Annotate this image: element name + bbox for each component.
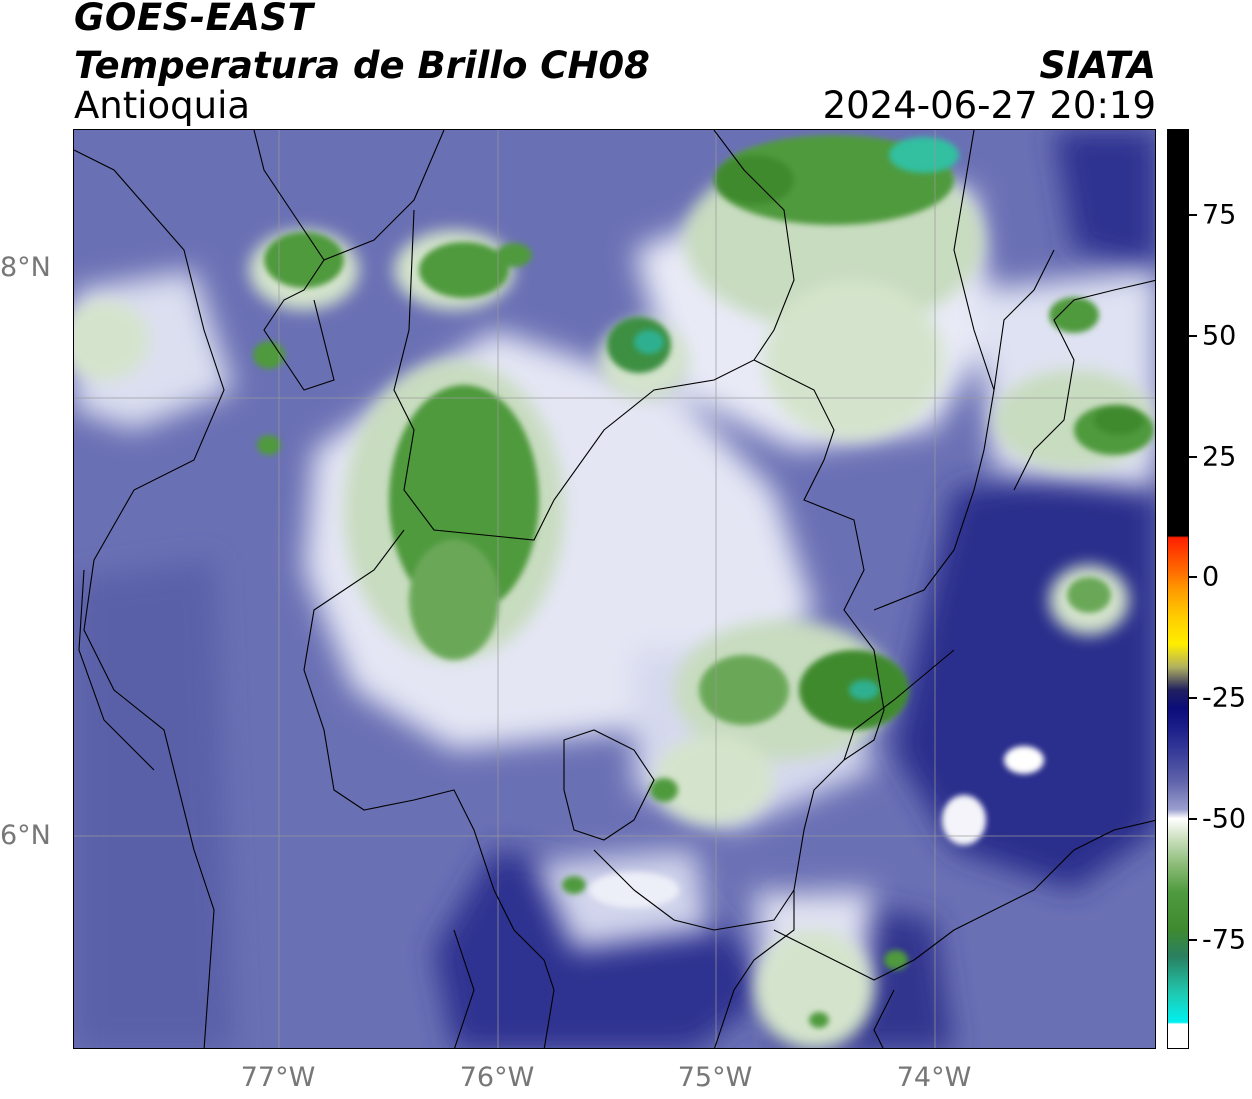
map-title: GOES-EAST bbox=[74, 0, 314, 39]
colorbar-label-neg75: -75 bbox=[1202, 924, 1247, 956]
small-region bbox=[563, 729, 655, 841]
colorbar-tick bbox=[1189, 939, 1197, 941]
lat-label-6n: 6°N bbox=[0, 820, 51, 851]
region-label: Antioquia bbox=[74, 84, 251, 127]
teal-cores bbox=[634, 137, 959, 700]
map-panel bbox=[73, 129, 1156, 1049]
organization-label: SIATA bbox=[1039, 44, 1156, 87]
gridlines bbox=[74, 130, 1155, 1048]
colorbar-tick bbox=[1189, 456, 1197, 458]
datetime-label: 2024-06-27 20:19 bbox=[822, 84, 1156, 127]
lon-label-74w: 74°W bbox=[896, 1062, 972, 1093]
boundaries bbox=[74, 130, 1155, 1048]
magdalena-border bbox=[953, 130, 995, 491]
lat-label-8n: 8°N bbox=[0, 252, 51, 283]
colorbar-tick bbox=[1189, 818, 1197, 820]
lon-label-75w: 75°W bbox=[677, 1062, 753, 1093]
colorbar-label-neg25: -25 bbox=[1202, 682, 1247, 714]
colorbar-label-25: 25 bbox=[1202, 441, 1237, 473]
pacific-coast bbox=[74, 149, 225, 1048]
colorbar-tick bbox=[1189, 576, 1197, 578]
antioquia-west-border bbox=[303, 529, 555, 1048]
map-subtitle: Temperatura de Brillo CH08 bbox=[74, 44, 650, 87]
satellite-map bbox=[74, 130, 1155, 1048]
lon-label-76w: 76°W bbox=[459, 1062, 535, 1093]
colorbar-label-neg50: -50 bbox=[1202, 803, 1247, 835]
colorbar bbox=[1167, 129, 1189, 1049]
colorbar-tick bbox=[1189, 214, 1197, 216]
lon-label-77w: 77°W bbox=[240, 1062, 316, 1093]
antioquia-east-border bbox=[714, 359, 885, 1048]
colorbar-tick bbox=[1189, 335, 1197, 337]
colorbar-label-50: 50 bbox=[1202, 320, 1237, 352]
colorbar-tick bbox=[1189, 697, 1197, 699]
colorbar-label-75: 75 bbox=[1202, 199, 1237, 231]
antioquia-north-border bbox=[393, 130, 795, 541]
colorbar-label-0: 0 bbox=[1202, 561, 1220, 593]
